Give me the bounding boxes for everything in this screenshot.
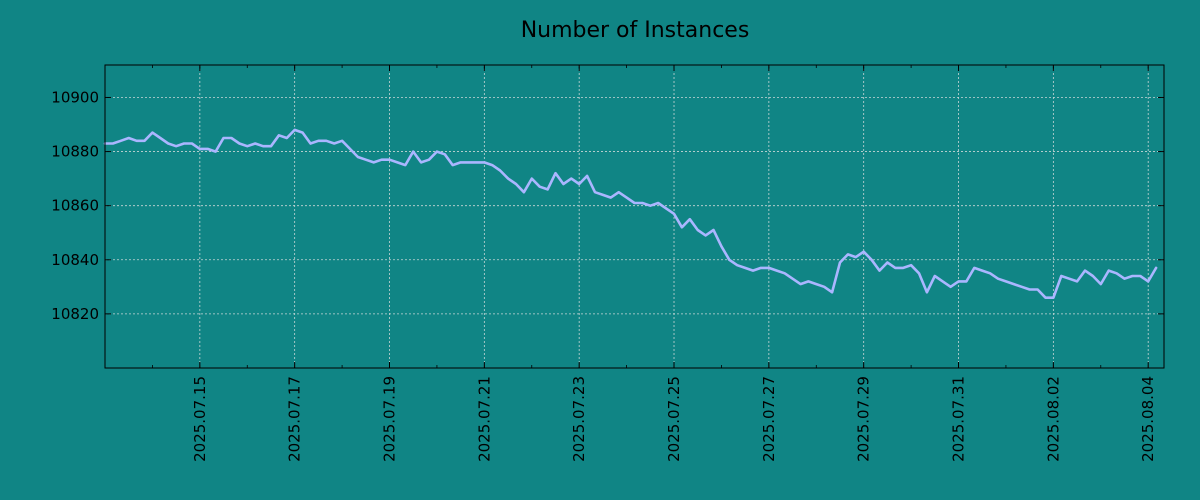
y-tick-label: 10900 xyxy=(51,88,99,106)
plot-frame xyxy=(104,64,1165,369)
x-tick-label: 2025.07.21 xyxy=(475,376,493,462)
axes xyxy=(104,64,1165,369)
x-tick-label: 2025.07.23 xyxy=(570,376,588,462)
series-line xyxy=(103,128,1158,300)
tick-labels: 10820 10840 10860 10880 10900 2025.07.15 2025.… xyxy=(51,88,1157,461)
gridlines xyxy=(105,65,1164,368)
y-tick-label: 10880 xyxy=(51,143,99,161)
x-tick-label: 2025.07.19 xyxy=(381,376,399,462)
x-tick-label: 2025.07.27 xyxy=(760,376,778,462)
x-tick-label: 2025.07.15 xyxy=(191,376,209,462)
y-tick-label: 10820 xyxy=(51,305,99,323)
y-tick-label: 10840 xyxy=(51,251,99,269)
series-layer xyxy=(103,128,1158,300)
x-tick-label: 2025.07.29 xyxy=(855,376,873,462)
y-tick-label: 10860 xyxy=(51,197,99,215)
x-tick-label: 2025.07.25 xyxy=(665,376,683,462)
x-tick-label: 2025.08.04 xyxy=(1139,376,1157,462)
x-tick-label: 2025.07.17 xyxy=(286,376,304,462)
chart-title: Number of Instances xyxy=(521,18,750,43)
x-tick-label: 2025.08.02 xyxy=(1044,376,1062,462)
x-tick-label: 2025.07.31 xyxy=(950,376,968,462)
